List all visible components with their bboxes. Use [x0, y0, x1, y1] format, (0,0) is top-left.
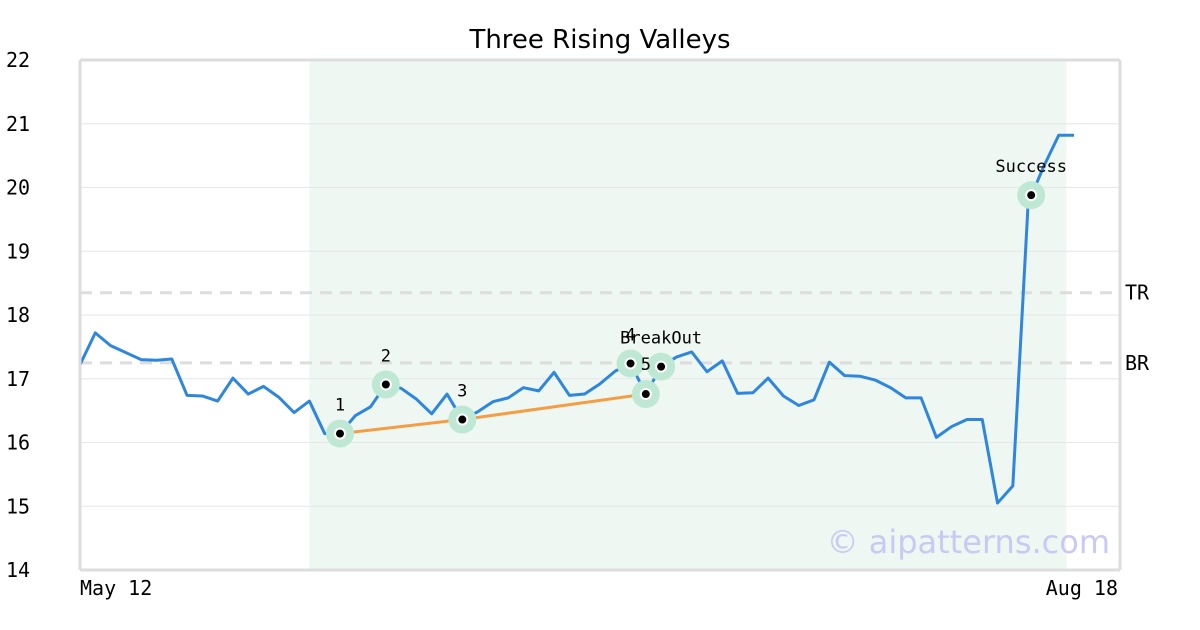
y-tick-label: 14	[6, 558, 30, 582]
annotation-label: 5	[641, 355, 651, 375]
annotation-label: BreakOut	[620, 329, 702, 349]
pattern-point	[456, 413, 469, 426]
x-axis-ticks: May 12 Aug 18	[80, 576, 1118, 600]
x-tick-label: May 12	[80, 576, 152, 600]
pattern-point	[333, 427, 346, 440]
price-line	[78, 133, 1074, 505]
y-tick-label: 21	[6, 112, 30, 136]
y-tick-label: 17	[6, 367, 30, 391]
pattern-point	[639, 388, 652, 401]
annotation-label: 3	[457, 382, 467, 402]
y-tick-label: 19	[6, 239, 30, 263]
pattern-point	[624, 357, 637, 370]
pattern-point	[1025, 189, 1038, 202]
reference-label-tr: TR	[1125, 281, 1150, 305]
x-tick-label: Aug 18	[1046, 576, 1118, 600]
y-tick-label: 20	[6, 176, 30, 200]
annotation-label: 1	[335, 396, 345, 416]
pattern-point	[655, 360, 668, 373]
axes	[78, 58, 1122, 572]
price-series	[78, 133, 1074, 505]
chart-title: Three Rising Valleys	[468, 25, 730, 55]
y-tick-label: 22	[6, 48, 30, 72]
reference-lines: TR BR	[80, 281, 1150, 375]
y-axis-ticks: 14 15 16 17 18 19 20 21 22	[6, 48, 30, 582]
pattern-annotations: 1 2 3 45 BreakOut Success	[335, 157, 1067, 415]
annotation-label: Success	[995, 157, 1067, 177]
reference-label-br: BR	[1125, 351, 1150, 375]
y-tick-label: 18	[6, 303, 30, 327]
annotation-label: 4	[625, 325, 635, 345]
annotation-label: 2	[381, 346, 391, 366]
y-tick-label: 15	[6, 494, 30, 518]
pattern-markers	[325, 181, 1046, 448]
y-tick-label: 16	[6, 431, 30, 455]
pattern-point	[379, 378, 392, 391]
watermark-text: © aipatterns.com	[827, 523, 1110, 561]
